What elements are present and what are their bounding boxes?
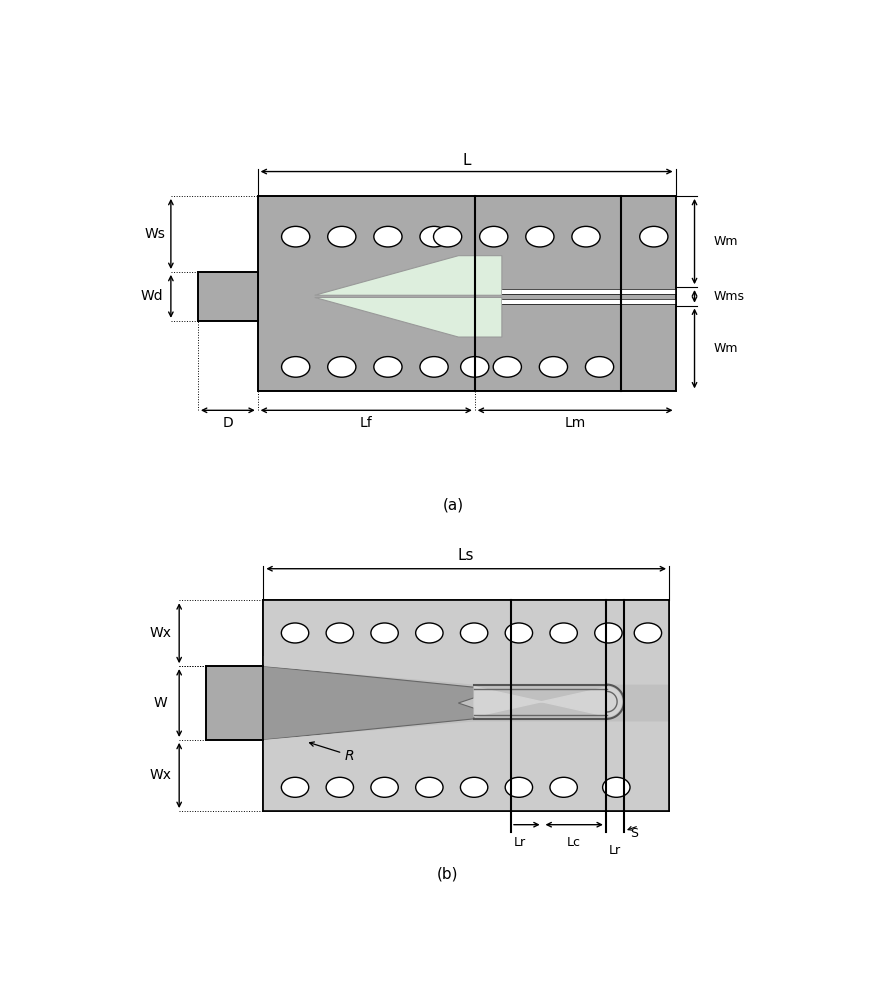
Text: Wx: Wx (149, 626, 171, 640)
Ellipse shape (526, 226, 554, 247)
Polygon shape (474, 687, 621, 717)
Ellipse shape (539, 357, 568, 377)
Bar (258, 196, 675, 391)
Text: Lm: Lm (565, 416, 586, 430)
Text: S: S (630, 827, 638, 840)
Polygon shape (263, 721, 669, 811)
Polygon shape (315, 256, 502, 295)
Text: Ls: Ls (458, 548, 475, 563)
Ellipse shape (326, 623, 354, 643)
Text: Lr: Lr (608, 844, 621, 857)
Text: (b): (b) (437, 867, 459, 882)
Bar (263, 600, 669, 811)
Ellipse shape (371, 777, 399, 797)
Ellipse shape (480, 226, 507, 247)
Text: Lc: Lc (568, 836, 581, 849)
Text: (a): (a) (443, 498, 463, 513)
Ellipse shape (420, 226, 448, 247)
Text: Wm: Wm (713, 342, 738, 355)
Text: Wm: Wm (713, 235, 738, 248)
Bar (502, 289, 675, 294)
Ellipse shape (505, 777, 532, 797)
Text: Lr: Lr (514, 836, 526, 849)
Ellipse shape (371, 623, 399, 643)
Bar (502, 299, 675, 304)
Ellipse shape (595, 623, 622, 643)
Text: Ws: Ws (144, 227, 165, 241)
Polygon shape (263, 666, 474, 740)
Ellipse shape (328, 357, 356, 377)
Ellipse shape (461, 777, 488, 797)
Ellipse shape (415, 623, 443, 643)
Bar (205, 666, 263, 740)
Ellipse shape (505, 623, 532, 643)
Ellipse shape (640, 226, 668, 247)
Text: Wms: Wms (713, 290, 744, 303)
Polygon shape (263, 600, 669, 685)
Text: W: W (154, 696, 168, 710)
Ellipse shape (420, 357, 448, 377)
Ellipse shape (634, 623, 661, 643)
Text: Lf: Lf (360, 416, 372, 430)
Ellipse shape (585, 357, 613, 377)
Ellipse shape (550, 777, 577, 797)
Bar (198, 272, 258, 321)
Ellipse shape (281, 777, 309, 797)
Text: Wx: Wx (149, 768, 171, 782)
Ellipse shape (415, 777, 443, 797)
Text: R: R (345, 749, 354, 763)
Ellipse shape (550, 623, 577, 643)
Polygon shape (315, 297, 502, 337)
Ellipse shape (281, 623, 309, 643)
Ellipse shape (374, 357, 402, 377)
Bar (263, 656, 669, 750)
Text: D: D (223, 416, 233, 430)
Text: L: L (462, 153, 471, 168)
Ellipse shape (282, 357, 309, 377)
Ellipse shape (461, 623, 488, 643)
Ellipse shape (572, 226, 600, 247)
Ellipse shape (603, 777, 630, 797)
Text: Wd: Wd (141, 289, 164, 303)
Ellipse shape (461, 357, 489, 377)
Ellipse shape (433, 226, 461, 247)
Ellipse shape (326, 777, 354, 797)
Ellipse shape (282, 226, 309, 247)
Ellipse shape (328, 226, 356, 247)
Ellipse shape (493, 357, 522, 377)
Ellipse shape (374, 226, 402, 247)
